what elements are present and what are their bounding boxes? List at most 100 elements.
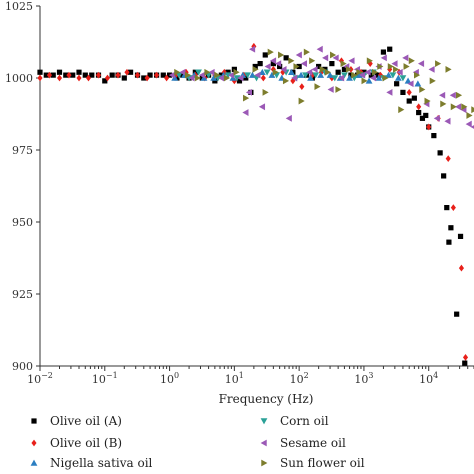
data-point <box>282 77 290 85</box>
data-point <box>366 57 373 65</box>
data-point <box>217 74 225 82</box>
data-point <box>365 77 373 84</box>
x-tick-base: 10 <box>160 373 174 386</box>
data-point <box>224 72 232 79</box>
data-point <box>280 65 287 73</box>
data-point <box>262 52 268 58</box>
data-point <box>446 239 452 245</box>
data-point <box>387 46 393 52</box>
x-axis-title: Frequency (Hz) <box>219 392 314 406</box>
data-point <box>322 54 329 62</box>
data-point <box>270 61 276 67</box>
data-point <box>450 204 456 211</box>
legend-label: Nigella sativa oil <box>50 456 153 470</box>
data-point <box>466 112 473 119</box>
data-point <box>223 74 231 82</box>
data-point <box>411 95 417 101</box>
data-point <box>252 65 259 73</box>
data-point <box>330 51 337 59</box>
data-point <box>403 63 410 70</box>
data-point <box>214 71 221 79</box>
data-point <box>76 74 82 82</box>
x-tick-label: 102 <box>290 371 309 386</box>
data-point <box>46 71 53 79</box>
data-point <box>394 81 400 87</box>
data-point <box>316 63 322 70</box>
data-point <box>372 68 379 76</box>
legend-marker <box>260 418 268 425</box>
data-point <box>406 89 412 96</box>
data-point <box>37 74 43 82</box>
data-point <box>104 74 111 82</box>
data-point <box>244 72 251 79</box>
data-point <box>212 78 218 84</box>
data-point <box>175 72 183 79</box>
x-tick-exponent: 2 <box>304 371 309 380</box>
data-point <box>263 69 271 76</box>
data-point <box>147 72 153 78</box>
data-point <box>227 71 235 79</box>
series-group <box>37 46 468 366</box>
data-point <box>341 66 348 72</box>
data-points <box>37 42 474 366</box>
data-point <box>277 63 283 70</box>
data-point <box>303 48 310 56</box>
data-point <box>66 71 72 79</box>
data-point <box>124 68 130 76</box>
data-point <box>454 103 462 111</box>
data-point <box>102 78 108 84</box>
data-point <box>306 68 313 76</box>
data-point <box>285 114 292 122</box>
data-point <box>465 120 472 128</box>
data-point <box>361 69 367 75</box>
data-point <box>298 97 305 105</box>
data-point <box>251 42 257 50</box>
series-group <box>37 42 469 361</box>
data-point <box>194 74 201 82</box>
data-point <box>275 60 282 67</box>
data-point <box>258 68 266 75</box>
data-point <box>440 100 447 108</box>
data-point <box>433 114 440 122</box>
x-tick-label: 10−1 <box>92 371 118 386</box>
data-point <box>184 71 192 79</box>
data-point <box>233 68 240 76</box>
data-point <box>312 72 320 79</box>
data-point <box>89 72 95 78</box>
data-point <box>387 63 394 70</box>
data-point <box>85 74 92 82</box>
data-point <box>179 68 186 76</box>
data-point <box>252 63 258 70</box>
data-point <box>414 80 422 87</box>
data-point <box>449 91 456 99</box>
data-point <box>295 51 302 59</box>
data-point <box>115 71 121 79</box>
data-point <box>318 68 324 76</box>
data-point <box>416 109 422 116</box>
x-tick-base: 10 <box>225 373 239 386</box>
data-point <box>359 71 366 79</box>
data-point <box>340 60 347 67</box>
data-point <box>329 61 335 67</box>
data-point <box>414 71 421 79</box>
data-point <box>95 71 102 79</box>
data-point <box>445 65 452 73</box>
data-point <box>316 45 323 53</box>
data-point <box>76 69 82 75</box>
data-point <box>382 74 389 82</box>
legend-label: Olive oil (B) <box>50 436 122 450</box>
data-point <box>198 71 206 79</box>
data-point <box>293 63 300 70</box>
x-tick-exponent: 3 <box>368 371 373 380</box>
x-tick-exponent: 4 <box>433 371 438 380</box>
data-point <box>70 72 76 78</box>
x-tick-base: 10 <box>27 373 41 386</box>
data-point <box>288 68 295 75</box>
data-point <box>218 72 224 78</box>
data-point <box>399 75 407 82</box>
x-tick-base: 10 <box>92 373 106 386</box>
data-point <box>221 68 227 76</box>
x-tick-base: 10 <box>354 373 368 386</box>
x-tick-base: 10 <box>419 373 433 386</box>
legend-label: Corn oil <box>280 414 329 428</box>
